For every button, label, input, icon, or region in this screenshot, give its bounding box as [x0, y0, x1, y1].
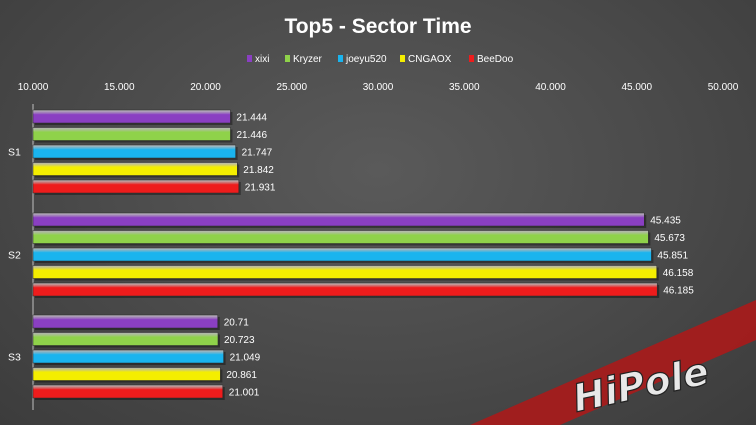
bar-s2-joeyu520 — [32, 247, 652, 262]
x-tick-label: 15.000 — [104, 82, 135, 93]
legend: xixi Kryzer joeyu520 CNGAOX BeeDoo — [247, 54, 514, 65]
legend-label-joeyu520: joeyu520 — [345, 54, 387, 65]
category-axis: S1 S2 S3 — [8, 147, 21, 364]
bar-s1-kryzer — [32, 127, 231, 141]
x-tick-label: 50.000 — [708, 82, 739, 93]
x-tick-label: 20.000 — [190, 82, 221, 93]
x-tick-label: 25.000 — [276, 82, 307, 93]
watermark-stripe — [470, 300, 756, 425]
bar-s2-kryzer — [32, 230, 649, 244]
legend-label-xixi: xixi — [255, 54, 269, 65]
x-tick-label: 40.000 — [535, 82, 566, 93]
data-label: 21.446 — [236, 130, 267, 141]
bar-s2-beedoo — [32, 282, 658, 297]
x-tick-label: 35.000 — [449, 82, 480, 93]
data-label: 21.049 — [230, 353, 261, 364]
x-tick-label: 30.000 — [363, 82, 394, 93]
bar-s3-cngaox — [32, 367, 221, 381]
data-label: 21.842 — [243, 165, 274, 176]
bar-s1-cngaox — [32, 162, 238, 176]
data-label: 21.747 — [242, 148, 273, 159]
bar-s2-cngaox — [32, 265, 657, 279]
data-label: 20.861 — [226, 370, 257, 381]
data-label: 46.158 — [663, 268, 694, 279]
bar-s3-joeyu520 — [32, 349, 224, 364]
data-label: 45.851 — [657, 251, 688, 262]
category-label-s2: S2 — [8, 250, 21, 262]
bars: 21.444 21.446 21.747 21.842 21.931 45.435 45.6… — [32, 109, 694, 400]
category-label-s3: S3 — [8, 352, 21, 364]
legend-label-cngaox: CNGAOX — [408, 54, 452, 65]
x-tick-label: 10.000 — [18, 82, 49, 93]
bar-s1-joeyu520 — [32, 144, 236, 159]
legend-swatch-joeyu520 — [338, 55, 343, 62]
category-label-s1: S1 — [8, 147, 21, 159]
legend-label-beedoo: BeeDoo — [477, 54, 514, 65]
data-label: 45.673 — [654, 233, 685, 244]
bar-s1-xixi — [32, 109, 231, 124]
data-label: 20.71 — [224, 318, 249, 329]
data-label: 21.931 — [245, 183, 276, 194]
legend-swatch-beedoo — [469, 55, 474, 62]
chart-title: Top5 - Sector Time — [284, 15, 471, 38]
x-tick-label: 45.000 — [621, 82, 652, 93]
bar-s3-xixi — [32, 314, 218, 329]
data-label: 46.185 — [663, 286, 694, 297]
legend-swatch-cngaox — [400, 55, 405, 62]
bar-s3-kryzer — [32, 332, 219, 346]
bar-s2-xixi — [32, 212, 645, 227]
data-label: 21.001 — [229, 388, 260, 399]
data-label: 21.444 — [236, 113, 267, 124]
data-label: 45.435 — [650, 216, 681, 227]
legend-swatch-kryzer — [285, 55, 290, 62]
legend-swatch-xixi — [247, 55, 252, 62]
bar-s3-beedoo — [32, 384, 224, 399]
legend-label-kryzer: Kryzer — [293, 54, 323, 65]
data-label: 20.723 — [224, 335, 255, 346]
bar-s1-beedoo — [32, 179, 240, 194]
